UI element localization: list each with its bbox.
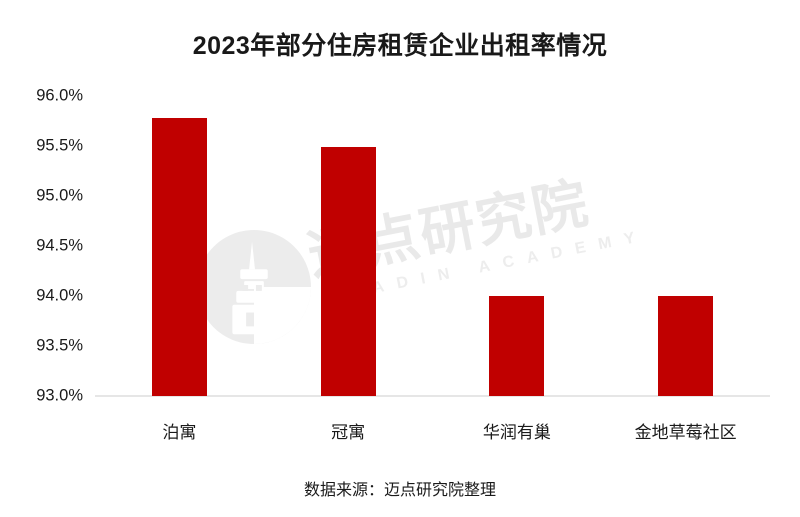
y-axis-tick-label: 95.0% [36,186,83,205]
x-axis-tick-label: 冠寓 [331,423,366,442]
y-axis-tick-label: 93.5% [36,336,83,355]
x-axis-tick-label: 泊寓 [162,423,197,442]
y-axis: 96.0% 95.5% 95.0% 94.5% 94.0% 93.5% 93.0% [0,0,95,517]
x-axis: 泊寓 冠寓 华润有巢 金地草莓社区 [0,418,800,448]
x-axis-tick-label: 华润有巢 [482,423,551,442]
y-axis-tick-label: 94.0% [36,286,83,305]
y-axis-tick-label: 94.5% [36,236,83,255]
y-axis-tick-label: 96.0% [36,86,83,105]
y-axis-tick-label: 95.5% [36,136,83,155]
bar [489,296,545,396]
y-axis-tick-label: 93.0% [36,386,83,405]
x-axis-tick-label: 金地草莓社区 [634,423,737,442]
chart-title: 2023年部分住房租赁企业出租率情况 [192,32,608,60]
bar [658,296,714,396]
x-axis-line [95,395,770,397]
source-note: 数据来源：迈点研究院整理 [303,482,496,499]
bar [151,118,207,396]
bar [320,147,376,396]
